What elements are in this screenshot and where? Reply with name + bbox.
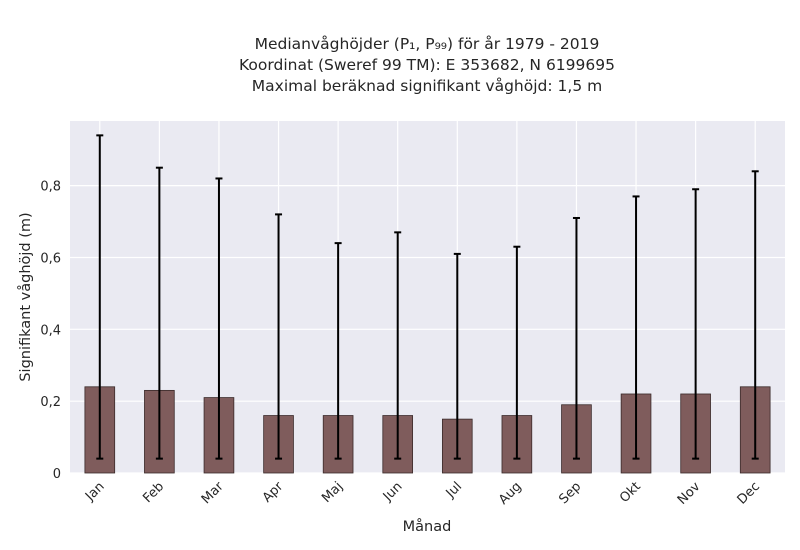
x-tick-label-mar: Mar bbox=[199, 479, 227, 507]
error-bar-feb bbox=[155, 166, 163, 460]
x-tick-label-apr: Apr bbox=[260, 479, 287, 506]
y-tick-label: 0,2 bbox=[40, 395, 61, 410]
chart-title: Medianvåghöjder (P₁, P₉₉) för år 1979 - … bbox=[0, 34, 800, 97]
y-tick-label: 0,4 bbox=[40, 323, 61, 338]
x-tick-label-sep: Sep bbox=[556, 479, 584, 507]
x-tick-label-nov: Nov bbox=[675, 479, 704, 508]
error-bar-maj bbox=[334, 242, 342, 460]
y-tick-label: 0,8 bbox=[40, 180, 61, 195]
plot-area bbox=[70, 121, 785, 473]
x-tick-label-feb: Feb bbox=[140, 479, 167, 506]
x-tick-label-okt: Okt bbox=[617, 479, 644, 506]
chart-title-line-3: Maximal beräknad signifikant våghöjd: 1,… bbox=[251, 77, 603, 95]
error-bar-nov bbox=[692, 188, 700, 460]
error-bar-jul bbox=[453, 252, 461, 460]
y-tick-label: 0,6 bbox=[40, 251, 61, 266]
chart-title-line-1: Medianvåghöjder (P₁, P₉₉) för år 1979 - … bbox=[254, 35, 600, 53]
error-bar-jun bbox=[394, 231, 402, 460]
error-bar-aug bbox=[513, 245, 521, 460]
y-tick-label: 0 bbox=[53, 467, 61, 482]
x-tick-label-aug: Aug bbox=[496, 479, 525, 508]
x-tick-labels: Jan Feb Mar Apr Maj Jun Jul Aug Sep Okt Nov Dec bbox=[82, 479, 763, 508]
y-axis-label: Signifikant våghöjd (m) bbox=[17, 212, 34, 381]
x-tick-label-jul: Jul bbox=[443, 479, 465, 501]
error-bar-mar bbox=[215, 177, 223, 460]
x-tick-label-jan: Jan bbox=[82, 479, 107, 504]
error-bars bbox=[96, 134, 759, 460]
error-bar-dec bbox=[751, 170, 759, 460]
y-tick-labels: 0 0,2 0,4 0,6 0,8 bbox=[40, 180, 61, 482]
x-tick-label-dec: Dec bbox=[735, 479, 763, 507]
error-bar-sep bbox=[572, 216, 580, 460]
x-tick-label-maj: Maj bbox=[319, 479, 346, 506]
error-bar-jan bbox=[96, 134, 104, 460]
error-bar-okt bbox=[632, 195, 640, 460]
error-bar-apr bbox=[275, 213, 283, 460]
chart-title-line-2: Koordinat (Sweref 99 TM): E 353682, N 61… bbox=[239, 56, 615, 74]
x-tick-label-jun: Jun bbox=[380, 479, 406, 505]
x-axis-label: Månad bbox=[403, 518, 452, 535]
